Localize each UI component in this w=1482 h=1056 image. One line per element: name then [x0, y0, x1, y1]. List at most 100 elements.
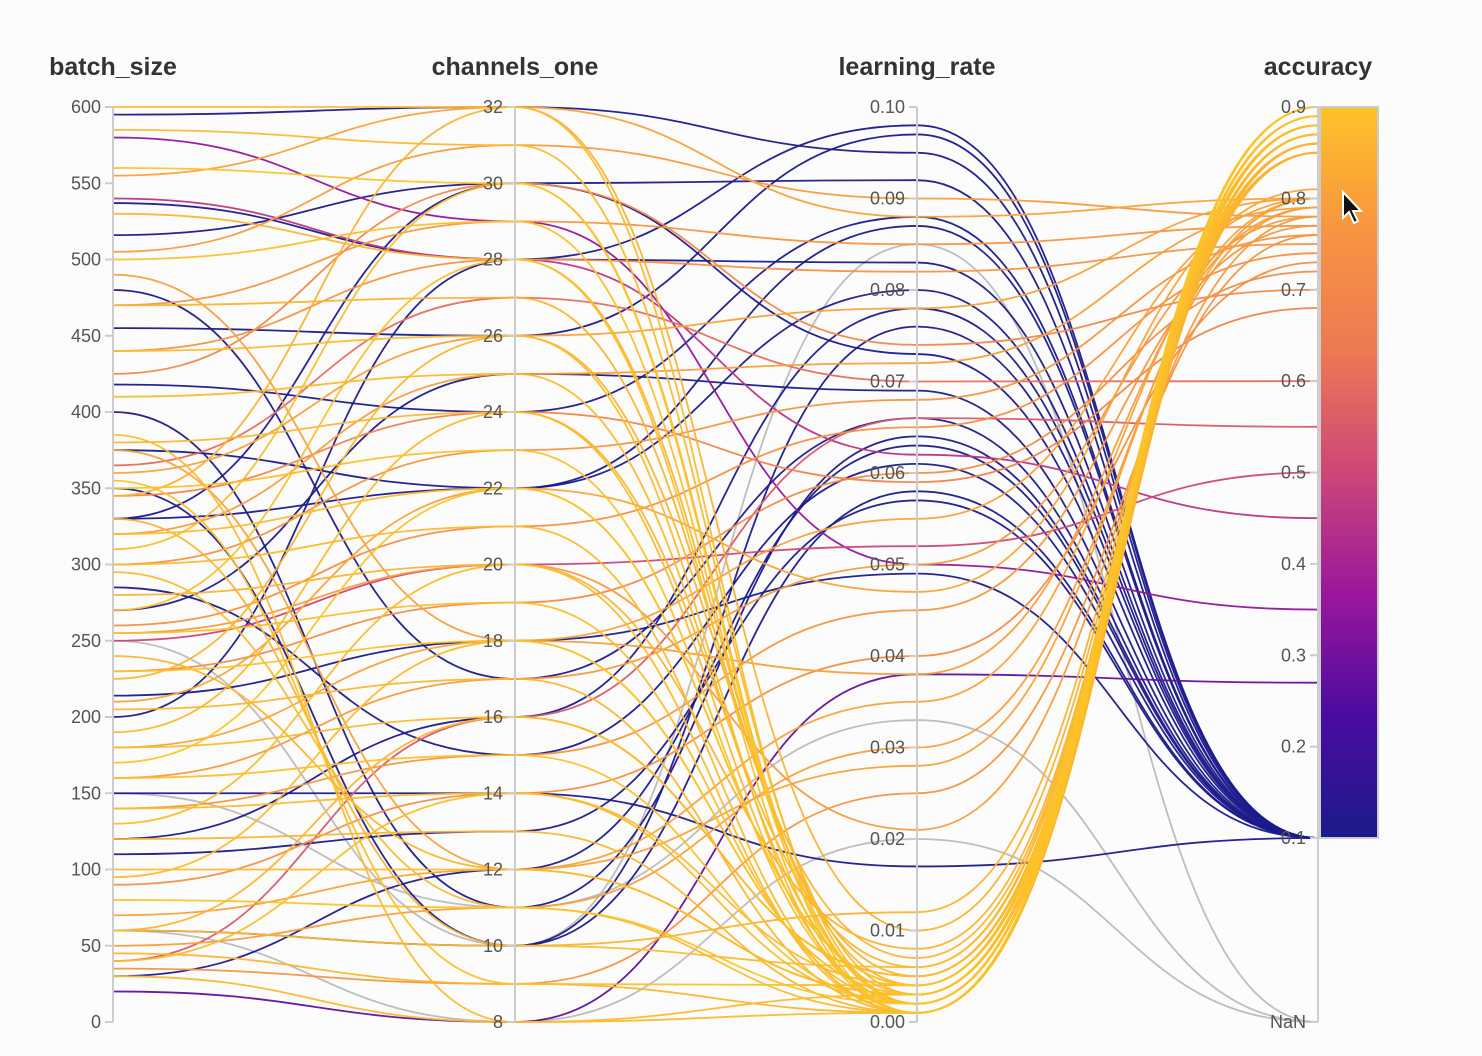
data-line[interactable] — [112, 487, 1319, 947]
tick-label: 0.4 — [1281, 554, 1306, 574]
data-line[interactable] — [112, 106, 1319, 218]
tick-label: 550 — [71, 173, 101, 193]
tick-label: 0.3 — [1281, 645, 1306, 665]
tick-label: 450 — [71, 326, 101, 346]
tick-label: 600 — [71, 97, 101, 117]
tick-label: 32 — [483, 97, 503, 117]
tick-label: 100 — [71, 860, 101, 880]
data-line[interactable] — [112, 307, 1319, 840]
axis-title-accuracy[interactable]: accuracy — [1264, 53, 1373, 81]
tick-label: 8 — [493, 1012, 503, 1032]
tick-label: 0.06 — [870, 463, 905, 483]
axes-layer: batch_size 0 50 100 150 200 250 300 350 400 450 500… — [49, 53, 1379, 1032]
data-line[interactable] — [112, 133, 1319, 839]
tick-label: 0.04 — [870, 646, 905, 666]
data-line[interactable] — [112, 188, 1319, 703]
data-line[interactable] — [112, 179, 1319, 839]
data-line[interactable] — [112, 197, 1319, 520]
tick-label: 0.6 — [1281, 371, 1306, 391]
tick-label: 0.07 — [870, 372, 905, 392]
tick-label: 26 — [483, 326, 503, 346]
data-line[interactable] — [112, 136, 1319, 611]
tick-label: 24 — [483, 402, 503, 422]
data-line[interactable] — [112, 106, 1319, 987]
data-line[interactable] — [112, 838, 1319, 1023]
tick-label: 16 — [483, 707, 503, 727]
tick-label: 30 — [483, 173, 503, 193]
tick-label: 28 — [483, 250, 503, 270]
data-line[interactable] — [112, 572, 1319, 839]
tick-label: 200 — [71, 707, 101, 727]
data-line[interactable] — [112, 289, 1319, 839]
tick-label: 18 — [483, 631, 503, 651]
data-line[interactable] — [112, 133, 1319, 1023]
tick-label: 12 — [483, 860, 503, 880]
tick-label: 0.08 — [870, 280, 905, 300]
data-line[interactable] — [112, 182, 1319, 839]
data-line[interactable] — [112, 197, 1319, 871]
data-line[interactable] — [112, 106, 1319, 839]
tick-label: 500 — [71, 250, 101, 270]
data-line[interactable] — [112, 719, 1319, 1023]
polylines-layer — [112, 106, 1319, 1023]
data-line[interactable] — [113, 792, 1319, 868]
data-line[interactable] — [112, 289, 1319, 839]
data-line[interactable] — [112, 142, 1319, 1014]
data-line[interactable] — [112, 270, 1319, 673]
data-line[interactable] — [112, 220, 1319, 307]
axis-title-batch_size[interactable]: batch_size — [49, 53, 177, 81]
data-line[interactable] — [112, 225, 1319, 839]
axis-title-channels_one[interactable]: channels_one — [432, 53, 599, 81]
tick-label: 0.8 — [1281, 188, 1306, 208]
tick-label: 350 — [71, 478, 101, 498]
data-line[interactable] — [112, 296, 1319, 467]
data-line[interactable] — [112, 215, 1319, 839]
data-line[interactable] — [112, 144, 1319, 253]
tick-label: 0.05 — [870, 555, 905, 575]
data-line[interactable] — [112, 206, 1319, 535]
tick-label: 250 — [71, 631, 101, 651]
data-line[interactable] — [112, 417, 1319, 962]
data-line[interactable] — [112, 142, 1319, 1014]
tick-label: 0.10 — [870, 97, 905, 117]
data-line[interactable] — [112, 261, 1319, 886]
data-line[interactable] — [112, 243, 1319, 352]
data-line[interactable] — [112, 124, 1319, 1014]
tick-label: 0.9 — [1281, 97, 1306, 117]
data-line[interactable] — [112, 115, 1319, 1014]
tick-label: 150 — [71, 783, 101, 803]
data-line[interactable] — [112, 142, 1319, 1014]
data-line[interactable] — [112, 252, 1319, 627]
tick-label: 0.00 — [870, 1012, 905, 1032]
data-line[interactable] — [112, 206, 1319, 947]
tick-label: 0.7 — [1281, 280, 1306, 300]
tick-label: 0.02 — [870, 829, 905, 849]
data-line[interactable] — [112, 673, 1319, 1023]
tick-label: 14 — [483, 783, 503, 803]
data-line[interactable] — [112, 197, 1319, 474]
data-line[interactable] — [112, 106, 1319, 1005]
tick-label: 22 — [483, 478, 503, 498]
tick-label: NaN — [1270, 1012, 1306, 1032]
colorbar[interactable] — [1319, 106, 1379, 839]
tick-label: 0.1 — [1281, 828, 1306, 848]
data-line[interactable] — [112, 444, 1319, 978]
tick-label: 300 — [71, 555, 101, 575]
axis-title-learning_rate[interactable]: learning_rate — [838, 53, 995, 81]
data-line[interactable] — [112, 215, 1319, 779]
tick-label: 0.03 — [870, 738, 905, 758]
data-line[interactable] — [112, 499, 1319, 856]
tick-label: 400 — [71, 402, 101, 422]
tick-label: 0.09 — [870, 189, 905, 209]
data-line[interactable] — [112, 124, 1319, 969]
data-line[interactable] — [112, 182, 1319, 375]
data-line[interactable] — [112, 197, 1319, 749]
tick-label: 0.2 — [1281, 737, 1306, 757]
cursor-icon — [1342, 189, 1364, 225]
data-line[interactable] — [112, 243, 1319, 1023]
tick-label: 20 — [483, 555, 503, 575]
tick-label: 50 — [81, 936, 101, 956]
tick-label: 0.5 — [1281, 463, 1306, 483]
data-line[interactable] — [112, 462, 1319, 839]
